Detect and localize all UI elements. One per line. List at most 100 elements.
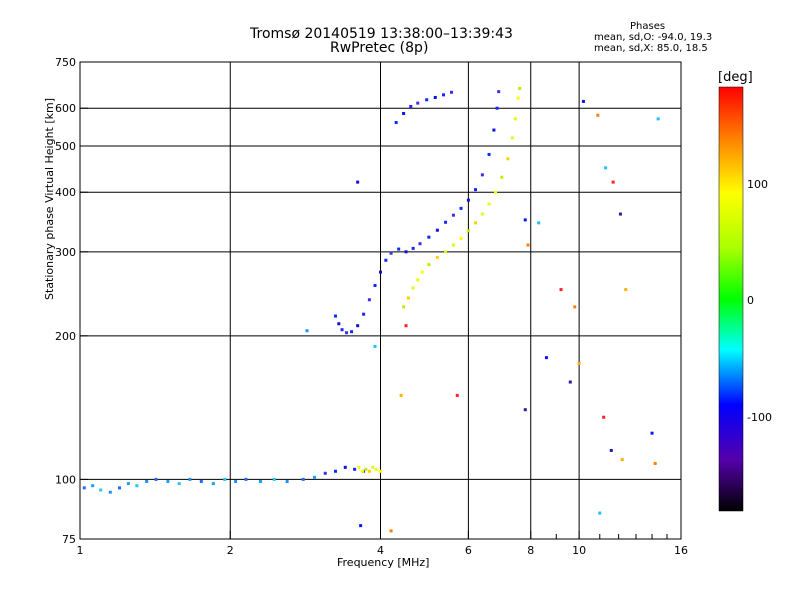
point-x-mode-19 <box>480 212 484 216</box>
point-x-mode-27 <box>518 86 522 90</box>
point-o-mode-29 <box>340 328 344 332</box>
point-o-mode-28 <box>337 322 341 326</box>
point-scattered-8 <box>604 166 608 170</box>
point-o-mode-35 <box>373 283 377 287</box>
point-x-mode-20 <box>487 202 491 206</box>
point-o-mode-40 <box>404 250 408 254</box>
point-o-mode-19 <box>285 479 289 483</box>
y-tick-label-100: 100 <box>55 473 76 486</box>
point-scattered-0 <box>523 218 527 222</box>
point-o-mode-27 <box>333 314 337 318</box>
point-o-mode-11 <box>188 477 192 481</box>
point-o-mode-44 <box>435 228 439 232</box>
point-x-mode-9 <box>411 286 415 290</box>
point-o-mode-39 <box>397 247 401 251</box>
point-scattered-11 <box>624 288 628 292</box>
point-scattered-2 <box>537 221 541 225</box>
point-o-mode-23 <box>333 469 337 473</box>
point-x-mode-15 <box>451 243 455 247</box>
point-o-mode-33 <box>362 312 366 316</box>
point-o-mode-64 <box>356 180 360 184</box>
point-x-mode-14 <box>444 250 448 254</box>
point-scattered-3 <box>559 288 563 292</box>
legend-o-mode-stats: mean, sd,O: -94.0, 19.3 <box>594 32 713 43</box>
point-o-mode-1 <box>91 484 95 488</box>
point-x-mode-26 <box>516 96 520 100</box>
y-tick-label-750: 750 <box>55 56 76 69</box>
point-scattered-24 <box>359 524 363 528</box>
chart-title: Tromsø 20140519 13:38:00–13:39:43 <box>250 26 513 42</box>
point-o-mode-56 <box>402 111 406 115</box>
y-tick-label-400: 400 <box>55 186 76 199</box>
point-o-mode-21 <box>312 475 316 479</box>
point-scattered-17 <box>620 458 624 462</box>
point-x-mode-18 <box>473 221 477 225</box>
point-o-mode-22 <box>323 471 327 475</box>
point-x-mode-10 <box>416 278 420 282</box>
point-x-mode-1 <box>360 469 364 473</box>
point-o-mode-60 <box>433 95 437 99</box>
point-o-mode-42 <box>418 242 422 246</box>
x-tick-label-2: 2 <box>227 544 234 557</box>
point-o-mode-9 <box>166 479 170 483</box>
point-x-mode-22 <box>500 175 504 179</box>
point-o-mode-54 <box>497 90 501 94</box>
point-scattered-7 <box>596 113 600 117</box>
ticks-layer: 1 2 4 6 8 10 16 75 100 200 300 400 500 600 750 <box>55 56 688 557</box>
x-tick-label-8: 8 <box>527 544 534 557</box>
point-o-mode-55 <box>394 121 398 125</box>
points-layer <box>82 86 660 533</box>
point-scattered-4 <box>568 380 572 384</box>
x-tick-label-10: 10 <box>572 544 586 557</box>
point-o-mode-48 <box>466 198 470 202</box>
point-o-mode-38 <box>389 251 393 255</box>
point-o-mode-17 <box>259 479 263 483</box>
point-scattered-5 <box>577 361 581 365</box>
point-x-mode-17 <box>466 229 470 233</box>
point-scattered-21 <box>455 393 459 397</box>
point-o-mode-13 <box>211 482 215 486</box>
point-o-mode-24 <box>343 465 347 469</box>
colorbar-tick-100: 100 <box>747 178 768 191</box>
point-scattered-12 <box>544 356 548 360</box>
point-scattered-14 <box>598 511 602 515</box>
point-o-mode-34 <box>367 298 371 302</box>
point-x-mode-16 <box>459 236 463 240</box>
point-o-mode-18 <box>272 477 276 481</box>
point-x-mode-6 <box>379 469 382 473</box>
point-o-mode-6 <box>135 484 139 488</box>
point-o-mode-46 <box>451 213 455 217</box>
point-o-mode-62 <box>449 90 453 94</box>
point-x-mode-3 <box>367 469 371 473</box>
point-scattered-13 <box>573 305 577 309</box>
point-scattered-16 <box>609 448 613 452</box>
colorbar-gradient <box>718 86 744 512</box>
point-scattered-27 <box>404 324 408 328</box>
point-scattered-25 <box>389 529 393 533</box>
legend-title: Phases <box>630 21 666 32</box>
grid-layer <box>80 62 681 539</box>
point-o-mode-5 <box>126 482 130 486</box>
point-x-mode-0 <box>357 465 361 469</box>
point-o-mode-50 <box>480 173 484 177</box>
point-o-mode-10 <box>177 482 181 486</box>
point-o-mode-8 <box>154 477 158 481</box>
point-o-mode-41 <box>411 246 415 250</box>
point-x-mode-25 <box>513 117 517 121</box>
x-tick-label-1: 1 <box>77 544 84 557</box>
point-x-mode-24 <box>510 136 514 140</box>
point-o-mode-57 <box>409 105 413 109</box>
point-x-mode-4 <box>371 465 375 469</box>
point-o-mode-58 <box>416 101 420 105</box>
point-o-mode-2 <box>99 488 103 492</box>
colorbar-tick-0: 0 <box>747 294 754 307</box>
point-o-mode-7 <box>145 479 149 483</box>
point-x-mode-2 <box>364 467 368 471</box>
point-scattered-9 <box>611 180 615 184</box>
point-scattered-26 <box>373 344 377 348</box>
point-x-mode-23 <box>506 157 510 161</box>
point-scattered-15 <box>602 415 606 419</box>
x-tick-label-4: 4 <box>377 544 384 557</box>
point-o-mode-30 <box>345 331 349 335</box>
